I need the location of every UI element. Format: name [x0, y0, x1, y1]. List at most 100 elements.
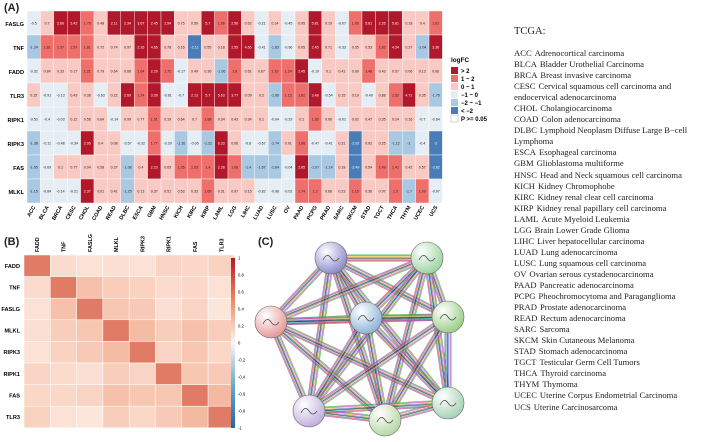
cell-value: -1.06 [271, 94, 279, 98]
cell-value: 1.82 [379, 46, 386, 50]
tcga-row: DLBC Lymphoid Neoplasm Diffuse Large B−ce… [514, 125, 709, 136]
cell-value: 0.15 [245, 190, 252, 194]
tcga-abbrev: THCA [514, 368, 538, 379]
panel-c-label: (C) [258, 236, 274, 248]
tcga-name: Brain Lower Grade Glioma [534, 224, 630, 235]
network-edge [271, 319, 450, 402]
cell-value: 2.13 [191, 94, 198, 98]
tcga-name: Breast invasive carcinoma [540, 70, 632, 81]
cell-value: -0.49 [365, 94, 373, 98]
tcga-name: Sarcoma [539, 324, 570, 335]
cell-value: -0.69 [43, 166, 51, 170]
cell-value: 3.39 [151, 94, 158, 98]
tcga-abbrev: CHOL [514, 103, 538, 114]
corr-col-label: TNF [61, 241, 67, 252]
tcga-row: KIRP Kidney renal papillary cell carcinom… [514, 203, 709, 214]
cell-value: -1.74 [271, 142, 279, 146]
network-edge [332, 256, 451, 402]
network-edge [308, 399, 448, 409]
cell-value: -1.08 [123, 166, 131, 170]
cell-value: -1 [407, 142, 410, 146]
cell-value: 2.45 [312, 46, 319, 50]
cell-value: -2.11 [191, 46, 199, 50]
network-edge [366, 317, 386, 420]
cell-value: 2.66 [57, 22, 64, 26]
corr-col-label: FASLG [88, 234, 94, 252]
cell-value: 0.72 [97, 46, 104, 50]
protein-structure-icon [357, 315, 375, 322]
cell-value: 0.41 [338, 70, 345, 74]
protein-structure-icon [418, 255, 436, 262]
cell-value: 0.64 [97, 118, 104, 122]
colorbar-tick: 0.8 [238, 273, 244, 278]
tcga-abbrev: SARC [514, 324, 537, 335]
cell-value: -1.04 [418, 46, 426, 50]
cell-value: -1.06 [217, 70, 225, 74]
cell-value: -1.22 [204, 142, 212, 146]
cell-value: -0.14 [110, 118, 118, 122]
cell-value: 5.81 [365, 22, 372, 26]
cell-value: 0.37 [111, 166, 118, 170]
cell-value: 0.08 [111, 142, 118, 146]
network-edge [308, 257, 331, 411]
cell-value: 0.54 [365, 166, 372, 170]
gene-label: TLR3 [10, 94, 24, 100]
cell-value: 0.12 [70, 118, 77, 122]
network-edge [385, 258, 429, 421]
cell-value: -0.98 [271, 190, 279, 194]
network-edge [271, 258, 428, 323]
cell-value: -0.64 [432, 118, 440, 122]
tcga-name: Acute Myeloid Leukemia [541, 213, 630, 224]
cell-value: 2.54 [164, 22, 171, 26]
cell-value: 3.48 [312, 94, 319, 98]
cell-value: 0.15 [338, 94, 345, 98]
corr-col-label: RIPK3 [140, 236, 146, 252]
cell-value: 1.24 [137, 94, 144, 98]
tcga-row: CHOL Cholangiocarcinoma [514, 103, 709, 114]
gene-label: FADD [9, 70, 24, 76]
cell-value: -0.29 [284, 118, 292, 122]
network-edge [309, 318, 367, 412]
tcga-name: Adrenocortical carcinoma [534, 48, 625, 58]
network-edge [306, 316, 364, 410]
cell-value: 0.97 [124, 46, 131, 50]
cancer-label: LGG [227, 205, 238, 218]
cell-value: 0.31 [218, 190, 225, 194]
tcga-row: KIRC Kidney renal clear cell carcinoma [514, 192, 709, 203]
tcga-name: Uterine Carcinosarcoma [533, 401, 618, 412]
cell-value: 0.84 [44, 70, 51, 74]
cell-value: 0.16 [405, 118, 412, 122]
cell-value: 1.52 [392, 94, 399, 98]
cell-value: 1.64 [137, 70, 144, 74]
corr-row-label: RIPK3 [4, 350, 20, 356]
cell-value: 0.43 [231, 118, 238, 122]
tcga-name: Glioblastoma multiforme [536, 158, 624, 169]
cell-value: 0.37 [405, 46, 412, 50]
cell-value: -0.41 [257, 46, 265, 50]
network-edge [328, 258, 384, 421]
tcga-name: Kidney renal clear cell carcinoma [537, 191, 654, 202]
cell-value: 0.78 [164, 46, 171, 50]
cell-value: 0.18 [405, 22, 412, 26]
tcga-row: SKCM Skin Cutaneous Melanoma [514, 335, 709, 346]
colorbar-tick: -0.2 [238, 358, 246, 363]
cell-value: 0.15 [30, 94, 37, 98]
tcga-name: Lymphoma [514, 136, 554, 147]
cell-value: 5.7 [205, 22, 210, 26]
cell-value: -0.91 [43, 94, 51, 98]
cell-value: -2.49 [351, 166, 359, 170]
cell-value: -1.16 [177, 142, 185, 146]
cell-value: 0.4 [98, 142, 103, 146]
corr-row-label: MLKL [4, 329, 20, 335]
cell-value: 4.65 [151, 46, 158, 50]
tcga-abbrev: THYM [514, 379, 540, 390]
cell-value: 0.02 [352, 118, 359, 122]
network-edge [366, 316, 450, 403]
cell-value: 0.75 [178, 22, 185, 26]
tcga-row: PCPG Pheochromocytoma and Paraganglioma [514, 291, 709, 302]
cell-value: 0.36 [204, 70, 211, 74]
cell-value: 2.28 [218, 166, 225, 170]
network-edge [368, 315, 451, 402]
network-edge [271, 258, 428, 324]
tcga-row: CESC Cervical squamous cell carcinoma and [514, 81, 709, 92]
